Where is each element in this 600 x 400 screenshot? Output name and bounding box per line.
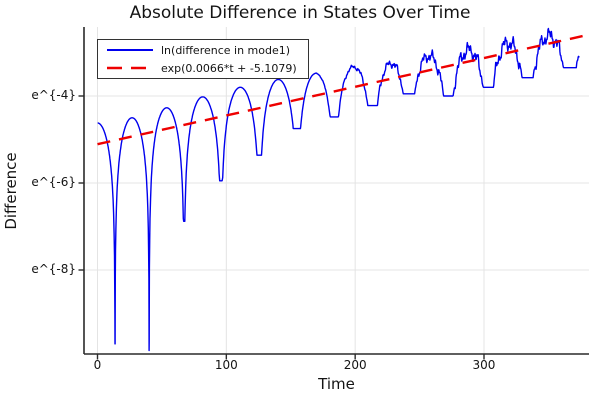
y-axis-label: Difference xyxy=(2,152,20,230)
x-tick-label: 200 xyxy=(343,358,367,372)
y-tick-label: e^{-6} xyxy=(31,175,76,189)
legend: ln(difference in mode1) exp(0.0066*t + -… xyxy=(97,39,309,79)
blue-line-sample-icon xyxy=(107,49,153,51)
legend-label-blue: ln(difference in mode1) xyxy=(161,43,291,57)
legend-label-red: exp(0.0066*t + -5.1079) xyxy=(161,61,297,75)
legend-entry-blue: ln(difference in mode1) xyxy=(105,42,308,58)
x-axis-label: Time xyxy=(318,375,355,393)
x-tick-label: 300 xyxy=(472,358,496,372)
series-line-exp-fit xyxy=(97,33,588,146)
legend-entry-red: exp(0.0066*t + -5.1079) xyxy=(105,60,308,76)
y-tick-label: e^{-4} xyxy=(31,88,76,102)
red-dashed-sample-icon xyxy=(107,66,153,70)
x-tick-label: 100 xyxy=(214,358,238,372)
y-tick-label: e^{-8} xyxy=(31,262,76,276)
series-line-ln-difference xyxy=(97,27,580,352)
chart-title: Absolute Difference in States Over Time xyxy=(129,3,471,23)
x-tick-label: 0 xyxy=(93,358,102,372)
